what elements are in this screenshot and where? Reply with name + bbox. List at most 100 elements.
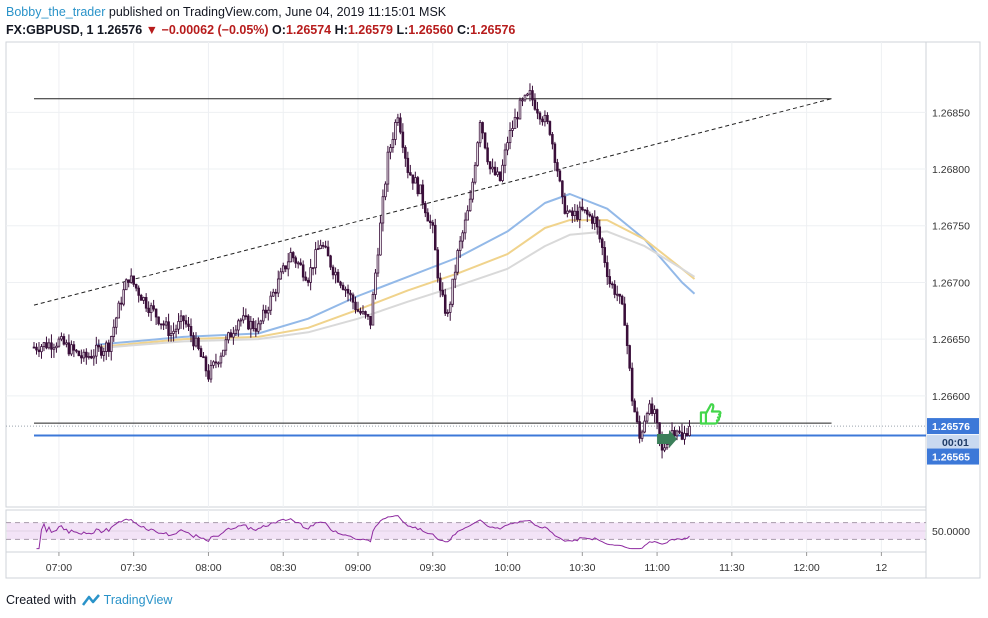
candle-body <box>589 214 591 216</box>
candle-body <box>509 130 511 142</box>
candle-body <box>534 100 536 109</box>
candle-body <box>372 295 374 326</box>
candle-body <box>594 217 596 223</box>
candle-body <box>489 162 491 169</box>
candle-body <box>270 296 272 310</box>
footer: Created with TradingView <box>6 593 172 607</box>
candle-body <box>218 363 220 364</box>
candle-body <box>108 343 110 352</box>
candle-body <box>110 337 112 352</box>
candle-body <box>205 357 207 371</box>
candle-body <box>689 426 691 435</box>
candle-body <box>267 310 269 313</box>
candle-body <box>634 401 636 412</box>
candle-body <box>614 285 616 295</box>
candle-body <box>407 158 409 172</box>
candle-body <box>105 343 107 351</box>
candle-body <box>385 184 387 197</box>
candle-body <box>98 345 100 347</box>
candle-body <box>340 282 342 285</box>
candle-body <box>66 343 68 344</box>
candle-body <box>472 182 474 199</box>
candle-body <box>542 119 544 122</box>
candle-body <box>649 404 651 414</box>
candle-body <box>417 178 419 194</box>
candle-body <box>257 324 259 331</box>
candle-body <box>165 322 167 325</box>
candle-body <box>123 290 125 304</box>
candle-body <box>676 431 678 436</box>
candle-body <box>265 310 267 313</box>
candle-body <box>452 279 454 304</box>
candle-body <box>300 263 302 265</box>
candle-body <box>38 350 40 352</box>
y-tick-label: 1.26750 <box>932 221 970 233</box>
candle-body <box>469 199 471 211</box>
candle-body <box>517 117 519 118</box>
candle-body <box>679 431 681 432</box>
candle-body <box>322 245 324 246</box>
tradingview-logo-icon <box>82 593 102 607</box>
candle-body <box>193 336 195 346</box>
candle-body <box>579 207 581 219</box>
candle-body <box>467 211 469 220</box>
candle-body <box>549 121 551 134</box>
candle-body <box>242 316 244 320</box>
candle-body <box>499 172 501 181</box>
candle-body <box>537 109 539 113</box>
candle-body <box>292 253 294 258</box>
candle-body <box>429 221 431 223</box>
candle-body <box>557 163 559 171</box>
candle-body <box>569 211 571 212</box>
price-line-badge-label: 1.26565 <box>932 452 970 464</box>
candle-body <box>100 347 102 355</box>
x-tick-label: 08:00 <box>195 562 221 574</box>
candle-body <box>487 148 489 162</box>
candle-body <box>143 297 145 300</box>
candle-body <box>302 265 304 277</box>
candle-body <box>138 288 140 295</box>
candle-body <box>656 410 658 423</box>
candle-body <box>544 115 546 121</box>
candle-body <box>457 251 459 273</box>
candle-body <box>90 356 92 358</box>
x-tick-label: 07:00 <box>46 562 72 574</box>
candle-body <box>611 284 613 285</box>
candle-body <box>591 216 593 223</box>
candle-body <box>382 197 384 223</box>
candle-body <box>399 118 401 132</box>
candle-body <box>312 268 314 269</box>
candle-body <box>168 322 170 336</box>
candle-body <box>128 280 130 283</box>
candle-body <box>260 321 262 324</box>
candle-body <box>414 178 416 183</box>
candle-body <box>350 293 352 295</box>
candle-body <box>230 333 232 337</box>
candle-body <box>571 211 573 216</box>
candle-body <box>507 143 509 150</box>
x-tick-label: 08:30 <box>270 562 296 574</box>
candle-body <box>604 248 606 263</box>
candle-body <box>305 277 307 280</box>
candle-body <box>345 289 347 290</box>
candle-body <box>482 123 484 133</box>
candle-body <box>375 273 377 294</box>
candle-body <box>332 267 334 275</box>
candle-body <box>402 132 404 147</box>
candle-body <box>442 290 444 295</box>
candle-body <box>43 343 45 347</box>
candle-body <box>459 241 461 250</box>
candle-body <box>33 347 35 348</box>
candle-body <box>282 266 284 272</box>
candle-body <box>574 211 576 215</box>
tradingview-brand-link[interactable]: TradingView <box>104 593 173 607</box>
candle-body <box>474 165 476 182</box>
candle-body <box>330 256 332 267</box>
candle-body <box>631 368 633 401</box>
candle-body <box>641 432 643 438</box>
candle-body <box>223 350 225 356</box>
last-price-badge-label: 1.26576 <box>932 421 970 433</box>
candle-body <box>83 352 85 358</box>
candle-body <box>626 325 628 345</box>
